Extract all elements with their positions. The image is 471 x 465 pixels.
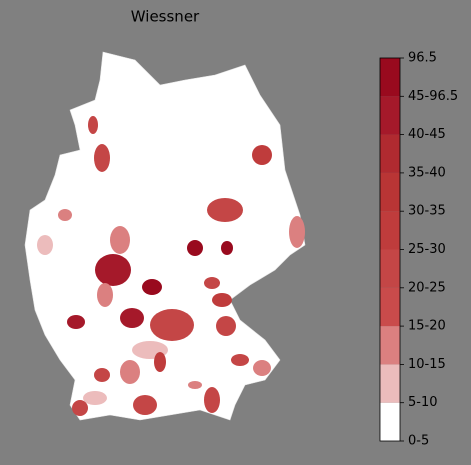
region <box>88 116 98 134</box>
colorbar-label: 40-45 <box>408 127 446 142</box>
region <box>110 226 130 254</box>
colorbar-segment <box>380 211 400 250</box>
colorbar-label: 0-5 <box>408 434 429 449</box>
region <box>231 354 249 366</box>
colorbar-label: 35-40 <box>408 165 446 180</box>
district-regions <box>37 116 305 416</box>
germany-map <box>24 51 306 421</box>
region <box>142 279 162 295</box>
region <box>97 283 113 307</box>
region <box>252 145 272 165</box>
colorbar-label: 30-35 <box>408 204 446 219</box>
colorbar-segment <box>380 364 400 403</box>
region <box>253 360 271 376</box>
colorbar-segment <box>380 134 400 173</box>
region <box>207 198 243 222</box>
map-title: Wiessner <box>131 8 200 26</box>
region <box>204 277 220 289</box>
colorbar-label: 45-96.5 <box>408 89 458 104</box>
region <box>120 360 140 384</box>
colorbar: 0-5 5-10 10-15 15-20 20-25 25-30 30-35 35-40 40-… <box>379 51 458 449</box>
colorbar-segment <box>380 402 400 441</box>
region <box>94 144 110 172</box>
region <box>154 352 166 372</box>
region <box>204 387 220 413</box>
colorbar-label: 5-10 <box>408 395 438 410</box>
region <box>212 293 232 307</box>
region <box>94 368 110 382</box>
region <box>83 391 107 405</box>
region <box>72 400 88 416</box>
region <box>150 309 194 341</box>
region <box>221 241 233 255</box>
colorbar-label: 10-15 <box>408 357 446 372</box>
colorbar-segment <box>380 249 400 288</box>
colorbar-segment <box>380 287 400 327</box>
region <box>58 209 72 221</box>
region <box>289 216 305 248</box>
colorbar-segment <box>380 96 400 135</box>
region <box>133 395 157 415</box>
colorbar-segment <box>380 326 400 365</box>
colorbar-segment <box>380 172 400 212</box>
region <box>95 254 131 286</box>
region <box>187 240 203 256</box>
region <box>37 235 53 255</box>
colorbar-label: 96.5 <box>408 51 437 66</box>
region <box>67 315 85 329</box>
colorbar-label: 20-25 <box>408 280 446 295</box>
region <box>120 308 144 328</box>
region <box>216 316 236 336</box>
region <box>188 381 202 389</box>
colorbar-label: 25-30 <box>408 242 446 257</box>
colorbar-label: 15-20 <box>408 319 446 334</box>
colorbar-segment <box>380 58 400 97</box>
